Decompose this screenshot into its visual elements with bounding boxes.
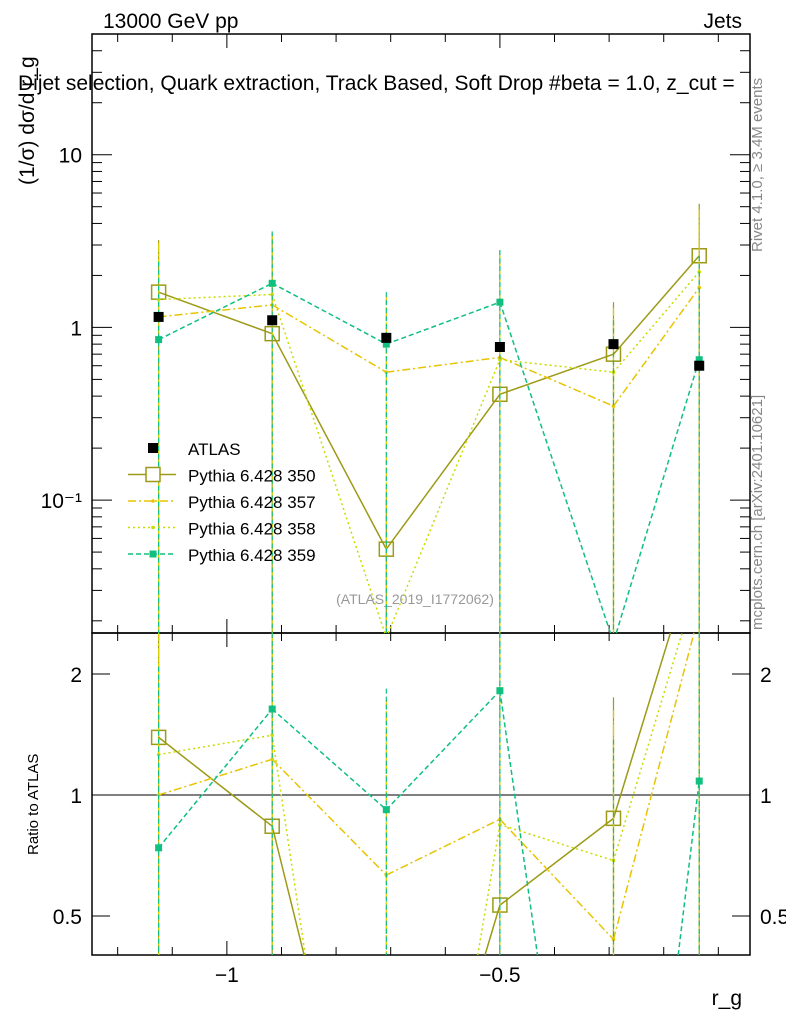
data-point (155, 336, 163, 344)
ratio-series-pythia-6-428-359 (155, 633, 703, 956)
series-line (158, 287, 700, 407)
data-point (270, 292, 274, 297)
ratio-tick-label-right: 2 (760, 664, 772, 687)
plot-title: Dijet selection, Quark extraction, Track… (18, 72, 735, 95)
main-frame (91, 33, 751, 634)
data-point (382, 806, 390, 814)
ratio-tick-label-right: 1 (760, 785, 772, 808)
atlas-data-point (381, 332, 392, 343)
series-line (158, 255, 700, 550)
atlas-data-point (694, 360, 705, 371)
data-point (498, 822, 502, 827)
data-point (156, 752, 161, 757)
data-point (611, 404, 616, 408)
legend-label: ATLAS (188, 440, 241, 459)
data-point (496, 687, 504, 695)
series-pythia-6-428-350 (150, 203, 707, 633)
legend-label: Pythia 6.428 359 (188, 546, 316, 565)
legend-label: Pythia 6.428 357 (188, 493, 316, 512)
legend-marker (151, 525, 155, 530)
series-pythia-6-428-359 (155, 231, 703, 634)
legend-item: Pythia 6.428 350 (128, 467, 316, 486)
atlas-data-point (153, 311, 164, 322)
data-point (695, 777, 703, 785)
atlas-data-point (494, 342, 505, 353)
legend-marker (151, 499, 155, 503)
rivet-label: Rivet 4.1.0, ≥ 3.4M events (749, 78, 766, 252)
series-pythia-6-428-358 (156, 214, 702, 634)
data-point (496, 298, 504, 306)
data-point (268, 279, 276, 287)
atlas-data-point (267, 315, 278, 326)
x-axis-label: r_g (712, 987, 742, 1010)
legend-item: Pythia 6.428 357 (128, 493, 316, 512)
x-tick-label: −1 (215, 964, 239, 987)
legend-label: Pythia 6.428 358 (188, 520, 316, 539)
legend-marker (145, 466, 161, 483)
series-line (158, 271, 700, 634)
header-right: Jets (703, 10, 742, 33)
legend-item: Pythia 6.428 358 (128, 520, 316, 539)
data-point (382, 340, 390, 348)
data-point (155, 844, 163, 852)
data-point (268, 705, 276, 713)
legend-marker (148, 443, 158, 453)
y-tick-label: 10⁻¹ (41, 490, 82, 513)
y-axis-label: (1/σ) dσ/d r_g (16, 56, 39, 185)
ratio-line (158, 632, 672, 956)
ratio-frame (91, 632, 751, 956)
data-point (498, 357, 502, 362)
header-left: 13000 GeV pp (103, 10, 238, 33)
series-line (158, 282, 700, 634)
ratio-line (158, 632, 695, 940)
data-point (697, 285, 702, 290)
legend-marker (149, 550, 157, 558)
atlas-data-point (608, 339, 619, 350)
ratio-tick-label: 2 (70, 664, 82, 687)
data-point (270, 733, 274, 737)
mcplots-label: mcplots.cern.ch [arXiv:2401.10621] (749, 395, 766, 630)
y-tick-label: 1 (70, 317, 82, 340)
data-point (156, 297, 161, 302)
ratio-series-pythia-6-428-357 (156, 632, 700, 955)
x-tick-label: −0.5 (479, 964, 520, 987)
analysis-label: (ATLAS_2019_I1772062) (336, 591, 494, 607)
y-tick-label: 10 (59, 145, 82, 168)
legend-label: Pythia 6.428 350 (188, 467, 316, 486)
ratio-series-pythia-6-428-350 (150, 632, 700, 956)
data-point (695, 356, 703, 364)
ratio-line (158, 632, 683, 956)
series-pythia-6-428-357 (156, 209, 702, 633)
ratio-tick-label-right: 0.5 (760, 906, 786, 929)
ratio-tick-label: 0.5 (53, 906, 82, 929)
ratio-series-pythia-6-428-358 (156, 632, 700, 956)
legend-item: Pythia 6.428 359 (128, 546, 316, 565)
ratio-y-axis-label: Ratio to ATLAS (25, 754, 42, 855)
legend-item: ATLAS (148, 440, 241, 459)
ratio-line (158, 690, 700, 956)
ratio-tick-label: 1 (70, 785, 82, 808)
